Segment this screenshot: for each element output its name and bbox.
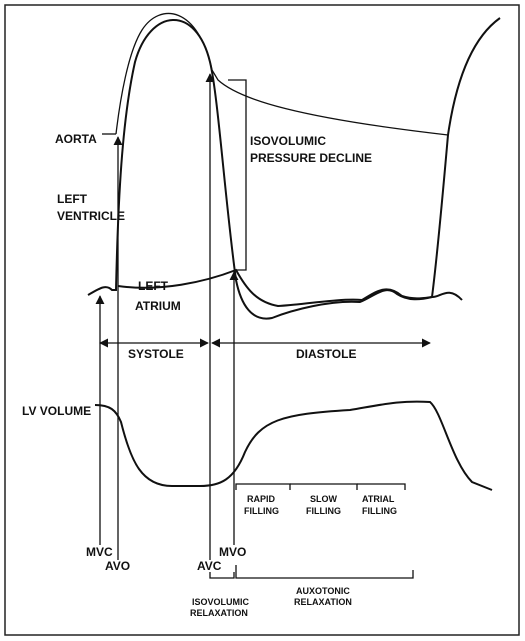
label: MVO [219,545,246,559]
label: LEFT [57,192,88,206]
label: AVO [105,559,130,573]
label: RAPID [247,494,276,504]
label: SLOW [310,494,338,504]
label: LEFT [138,279,169,293]
label: RELAXATION [190,608,248,618]
label: AORTA [55,132,97,146]
label: FILLING [306,506,341,516]
isovolumic-bracket [228,79,247,271]
label: DIASTOLE [296,347,356,361]
atrial-bracket [357,483,406,490]
label: ISOVOLUMIC [250,134,326,148]
label: LV VOLUME [22,404,91,418]
label: SYSTOLE [128,347,184,361]
label: AUXOTONIC [296,586,350,596]
label: FILLING [362,506,397,516]
label: MVC [86,545,113,559]
frame [4,4,520,636]
lv-volume-curve [94,400,493,491]
label: ATRIUM [135,299,181,313]
lv-pressure-curve [87,17,501,320]
isovolumic-relaxation-bracket [209,572,235,579]
label: AVC [197,559,222,573]
label: ATRIAL [362,494,395,504]
auxotonic-bracket [235,565,414,579]
left-atrium-curve [117,268,463,308]
rapid-bracket [235,483,291,490]
label: PRESSURE DECLINE [250,151,372,165]
label: VENTRICLE [57,209,125,223]
label: ISOVOLUMIC [192,597,250,607]
label: RELAXATION [294,597,352,607]
slow-bracket [290,483,358,490]
label: FILLING [244,506,279,516]
aorta-curve [115,13,449,136]
